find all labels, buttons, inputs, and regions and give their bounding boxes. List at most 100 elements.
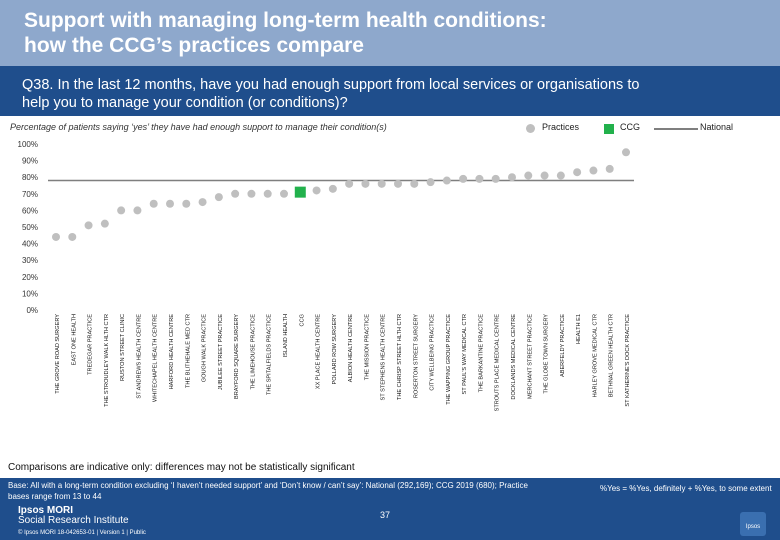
x-tick-label: THE BLITHEHALE MED CTR xyxy=(185,314,191,388)
x-tick-label: THE SPITALFIELDS PRACTICE xyxy=(267,314,273,395)
practice-point xyxy=(263,189,272,198)
x-tick-label: THE MISSION PRACTICE xyxy=(364,314,370,380)
practice-point xyxy=(84,221,93,230)
y-tick-label: 100% xyxy=(18,140,38,149)
x-tick-label: THE GLOBE TOWN SURGERY xyxy=(544,314,550,394)
x-tick-label: ISLAND HEALTH xyxy=(283,314,289,357)
x-tick-label: HARFORD HEALTH CENTRE xyxy=(169,314,175,390)
page-number: 37 xyxy=(380,510,391,520)
practice-point xyxy=(247,189,256,198)
practice-point xyxy=(149,199,158,208)
x-tick-label: STROUTS PLACE MEDICAL CENTRE xyxy=(495,314,501,412)
practice-point xyxy=(117,206,126,215)
practice-point xyxy=(377,179,386,188)
logo-text: Ipsos xyxy=(745,524,761,530)
x-tick-label: THE LIMEHOUSE PRACTICE xyxy=(250,314,256,390)
x-tick-label: BETHNAL GREEN HEALTH CTR xyxy=(609,314,615,397)
title-line-2: how the CCG’s practices compare xyxy=(24,34,364,57)
ipsos-logo: Ipsos xyxy=(740,512,766,536)
practice-point xyxy=(573,168,582,177)
x-tick-label: THE CHRISP STREET HLTH CTR xyxy=(397,314,403,400)
x-tick-label: EAST ONE HEALTH xyxy=(71,314,77,365)
y-tick-label: 80% xyxy=(22,173,38,182)
practice-point xyxy=(491,174,500,183)
x-tick-label: XX PLACE HEALTH CENTRE xyxy=(316,314,322,389)
x-tick-label: THE STROUDLEY WALK HLTH CTR xyxy=(104,314,110,407)
practice-point xyxy=(345,179,354,188)
x-tick-label: BRAYFORD SQUARE SURGERY xyxy=(234,314,240,399)
question-line-1: Q38. In the last 12 months, have you had… xyxy=(22,77,640,93)
practice-point xyxy=(361,179,370,188)
legend-label-practices: Practices xyxy=(542,122,580,132)
practice-point xyxy=(475,174,484,183)
base-text: Base: All with a long-term condition exc… xyxy=(8,481,528,501)
copyright-text: © Ipsos MORI 18-042653-01 | Version 1 | … xyxy=(18,530,146,536)
practice-point xyxy=(508,173,516,182)
practice-point xyxy=(231,189,240,198)
x-tick-label: ST PAUL'S WAY MEDICAL CTR xyxy=(462,314,468,394)
x-tick-label: JUBILEE STREET PRACTICE xyxy=(218,314,224,390)
legend-label-ccg: CCG xyxy=(620,122,640,132)
practice-point xyxy=(52,232,60,241)
y-tick-label: 20% xyxy=(22,273,38,282)
x-tick-label: RUSTON STREET CLINIC xyxy=(120,314,126,381)
brand-line-1: Ipsos MORI xyxy=(18,505,74,516)
ipsos-mori-brand: Ipsos MORI Social Research Institute xyxy=(18,506,129,526)
practice-point xyxy=(394,179,402,188)
practice-point xyxy=(100,219,109,228)
practice-point xyxy=(328,184,337,193)
practice-point xyxy=(589,166,598,175)
legend-label-national: National xyxy=(700,122,734,132)
practice-point xyxy=(68,232,77,241)
x-tick-label: HARLEY GROVE MEDICAL CTR xyxy=(592,314,598,397)
practice-point xyxy=(556,171,565,180)
practice-point xyxy=(198,198,207,207)
x-tick-label: ROSERTON STREET SURGERY xyxy=(413,314,419,398)
practice-point xyxy=(410,179,419,188)
x-tick-label: ABERFELDY PRACTICE xyxy=(560,314,566,377)
practice-point xyxy=(214,193,223,202)
x-tick-label: CCG xyxy=(299,314,305,326)
y-tick-label: 40% xyxy=(22,240,38,249)
x-tick-label: TREDEGAR PRACTICE xyxy=(88,314,94,375)
x-tick-label: THE GROVE ROAD SURGERY xyxy=(55,314,61,394)
chart-plot-area: 0% 10% 20% 30% 40% 50% 60% 70% 80% 90% 100% THE GRO… xyxy=(18,140,634,412)
y-tick-label: 30% xyxy=(22,256,38,265)
chart-subtitle: Percentage of patients saying ‘yes’ they… xyxy=(10,122,387,132)
x-tick-label: WHITECHAPEL HEALTH CENTRE xyxy=(153,314,159,402)
practice-point xyxy=(133,206,142,215)
y-tick-label: 90% xyxy=(22,157,38,166)
practice-point xyxy=(166,199,174,208)
practice-point xyxy=(426,178,435,187)
footer-bar xyxy=(0,478,780,540)
title-line-1: Support with managing long-term health c… xyxy=(24,9,547,32)
y-tick-label: 60% xyxy=(22,206,38,215)
x-tick-label: THE WAPPING GROUP PRACTICE xyxy=(446,314,452,405)
comparisons-note: Comparisons are indicative only: differe… xyxy=(8,462,355,473)
y-tick-label: 0% xyxy=(26,306,38,315)
y-tick-label: 50% xyxy=(22,223,38,232)
practice-point xyxy=(442,176,451,185)
practice-point xyxy=(524,171,533,180)
slide-title: Support with managing long-term health c… xyxy=(24,8,744,58)
question-line-2: help you to manage your condition (or co… xyxy=(22,95,348,111)
practice-point xyxy=(182,199,191,208)
x-tick-label: ST KATHERINE'S DOCK PRACTICE xyxy=(625,314,631,407)
practice-point xyxy=(312,186,321,195)
x-tick-label: ALBION HEALTH CENTRE xyxy=(348,314,354,383)
practice-point xyxy=(280,189,288,198)
x-tick-label: THE BARKANTINE PRACTICE xyxy=(478,314,484,393)
practice-point xyxy=(605,164,614,173)
x-tick-label: ST ANDREWS HEALTH CENTRE xyxy=(136,314,142,399)
practice-dot-icon xyxy=(526,124,535,133)
brand-line-2: Social Research Institute xyxy=(18,515,129,526)
ccg-square-icon xyxy=(604,124,614,134)
x-tick-label: CITY WELLBEING PRACTICE xyxy=(430,314,436,391)
national-line-icon xyxy=(654,128,698,130)
question-banner: Q38. In the last 12 months, have you had… xyxy=(0,66,780,116)
x-tick-label: POLLARD ROW SURGERY xyxy=(332,314,338,385)
x-tick-label: GOUGH WALK PRACTICE xyxy=(202,314,208,382)
x-tick-label: MERCHANT STREET PRACTICE xyxy=(527,314,533,399)
practice-point xyxy=(459,174,468,183)
yes-definition: %Yes = %Yes, definitely + %Yes, to some … xyxy=(600,484,772,493)
